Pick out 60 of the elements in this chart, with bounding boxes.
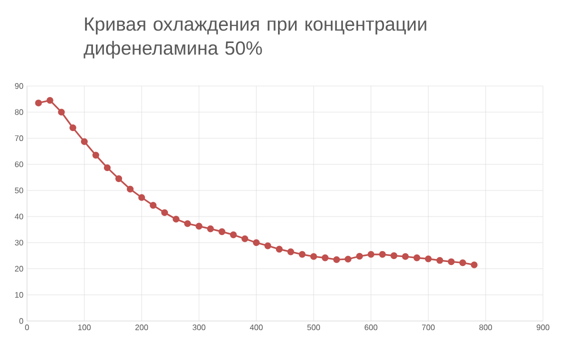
point (287, 248, 294, 256)
x-tick-label: 0 (25, 324, 29, 330)
x-tick-label: 700 (422, 324, 435, 330)
x-tick-label: 500 (307, 324, 320, 330)
y-tick-label: 0 (19, 318, 24, 324)
point (344, 256, 352, 263)
point (80, 138, 88, 146)
point (298, 251, 306, 258)
point (69, 124, 76, 132)
point (241, 235, 248, 242)
point (161, 209, 168, 216)
point (196, 222, 202, 230)
point (172, 216, 180, 223)
point (322, 254, 329, 262)
y-tick-label: 30 (14, 240, 24, 246)
y-tick-label: 80 (14, 109, 24, 115)
y-tick-label: 20 (14, 266, 24, 272)
point (150, 202, 157, 209)
point (379, 251, 386, 258)
point (310, 253, 318, 260)
y-tick-label: 70 (14, 135, 24, 142)
x-tick-label: 400 (250, 324, 263, 330)
point (252, 239, 260, 246)
point (448, 258, 455, 266)
point (413, 254, 420, 262)
point (184, 220, 191, 227)
point (470, 261, 478, 268)
x-tick-label: 600 (364, 324, 378, 330)
x-tick-label: 300 (192, 324, 206, 330)
x-tick-label: 900 (536, 324, 550, 330)
y-tick-label: 60 (14, 161, 24, 168)
x-tick-label: 200 (135, 324, 148, 330)
x-tick-label: 100 (78, 324, 91, 330)
x-tick-label: 800 (479, 324, 492, 330)
point (356, 252, 363, 260)
point (35, 100, 42, 106)
point (230, 231, 237, 238)
point (104, 164, 111, 172)
y-tick-label: 50 (14, 188, 24, 194)
point (424, 255, 432, 262)
point (218, 228, 226, 236)
point (126, 186, 134, 193)
point (58, 108, 65, 116)
point (459, 259, 466, 266)
point (436, 257, 444, 264)
point (333, 256, 340, 264)
point (207, 225, 214, 232)
point (390, 252, 398, 260)
point (92, 152, 100, 159)
y-tick-label: 90 (14, 83, 24, 89)
point (276, 246, 283, 253)
point (138, 194, 146, 201)
y-tick-label: 40 (14, 214, 24, 220)
point (368, 251, 374, 258)
y-tick-label: 10 (15, 292, 24, 298)
point (115, 175, 122, 182)
point (264, 242, 272, 250)
point (46, 96, 54, 104)
point (402, 253, 409, 260)
chart-title: Кривая охлаждения при концентрации дифенеламина 50% (84, 18, 426, 59)
